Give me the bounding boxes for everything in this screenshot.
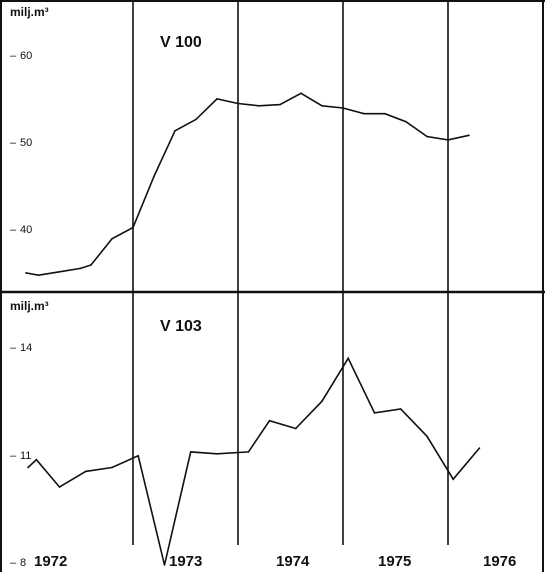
data-point-v100-11 bbox=[237, 102, 239, 105]
data-point-v103-15 bbox=[399, 408, 402, 410]
panel2-title: V 103 bbox=[160, 318, 202, 335]
data-point-v103-5 bbox=[137, 454, 140, 457]
data-point-v100-9 bbox=[195, 118, 197, 121]
year-separator-lines bbox=[132, 0, 449, 545]
panel2-ytick-8: 8 bbox=[20, 557, 26, 569]
data-point-v103-18 bbox=[478, 447, 481, 449]
data-point-v100-18 bbox=[384, 112, 386, 115]
data-point-v100-4 bbox=[90, 264, 92, 266]
panel2-unit-label: milj.m³ bbox=[10, 299, 49, 313]
data-point-v103-0 bbox=[27, 466, 29, 469]
data-point-v100-3 bbox=[79, 267, 82, 270]
panel1-title: V 100 bbox=[160, 34, 202, 51]
data-point-v100-21 bbox=[447, 139, 449, 141]
data-point-v100-14 bbox=[300, 92, 302, 95]
data-point-v103-16 bbox=[426, 435, 428, 438]
panel1-ytick-dash: – bbox=[10, 137, 17, 149]
data-point-v100-2 bbox=[58, 271, 61, 273]
panel2-ytick-dash: – bbox=[10, 450, 17, 462]
data-point-v103-1 bbox=[35, 458, 38, 461]
data-point-v100-6 bbox=[132, 226, 134, 229]
x-year-label-1974: 1974 bbox=[276, 553, 310, 570]
x-year-label-1972: 1972 bbox=[34, 553, 67, 570]
data-point-v100-13 bbox=[279, 103, 281, 106]
data-point-v100-0 bbox=[25, 272, 27, 274]
panel2-ytick-14: 14 bbox=[20, 342, 32, 354]
panel1-unit-label: milj.m³ bbox=[10, 5, 49, 19]
data-point-v100-17 bbox=[363, 112, 365, 115]
data-point-v100-15 bbox=[321, 104, 323, 107]
data-point-v100-1 bbox=[37, 274, 40, 277]
data-point-v100-12 bbox=[258, 104, 260, 107]
data-point-v100-7 bbox=[153, 175, 155, 178]
data-point-v103-12 bbox=[321, 400, 323, 402]
data-point-v100-5 bbox=[111, 238, 113, 240]
panel2-ytick-11: 11 bbox=[20, 450, 31, 462]
data-point-v103-4 bbox=[111, 466, 113, 469]
panel1-ytick-dash: – bbox=[10, 50, 17, 62]
data-point-v103-7 bbox=[189, 451, 192, 453]
data-point-v103-14 bbox=[373, 412, 376, 414]
data-point-v100-19 bbox=[405, 120, 407, 123]
data-point-v100-22 bbox=[468, 134, 470, 137]
data-point-v103-10 bbox=[268, 419, 271, 422]
panel1-ytick-60: 60 bbox=[20, 50, 32, 62]
panel1-ytick-40: 40 bbox=[20, 224, 32, 236]
data-point-v103-6 bbox=[163, 564, 166, 566]
panel-v100: milj.m³ V 100 – 60 – 50 – 40 bbox=[10, 5, 470, 277]
x-year-label-1973: 1973 bbox=[169, 553, 202, 570]
data-point-v103-11 bbox=[294, 427, 297, 430]
panel2-ytick-dash: – bbox=[10, 557, 17, 569]
data-point-v103-9 bbox=[247, 451, 250, 453]
series-line-v103 bbox=[27, 356, 481, 566]
data-point-v103-3 bbox=[84, 470, 87, 473]
panel-v103: milj.m³ V 103 – 14 – 11 – 8 bbox=[10, 299, 481, 569]
data-point-v103-2 bbox=[58, 486, 61, 488]
data-point-v100-10 bbox=[216, 98, 218, 100]
data-point-v100-20 bbox=[426, 135, 428, 138]
x-year-label-1975: 1975 bbox=[378, 553, 411, 570]
x-year-label-1976: 1976 bbox=[483, 553, 516, 570]
panel1-ytick-50: 50 bbox=[20, 137, 32, 149]
data-point-v100-16 bbox=[342, 107, 344, 109]
data-point-v103-8 bbox=[216, 453, 218, 455]
series-line-v100 bbox=[25, 92, 470, 277]
data-point-v100-8 bbox=[174, 129, 176, 132]
data-point-v103-13 bbox=[347, 357, 350, 360]
panel1-ytick-dash: – bbox=[10, 224, 17, 236]
panel2-ytick-dash: – bbox=[10, 342, 17, 354]
data-point-v103-17 bbox=[452, 478, 455, 480]
